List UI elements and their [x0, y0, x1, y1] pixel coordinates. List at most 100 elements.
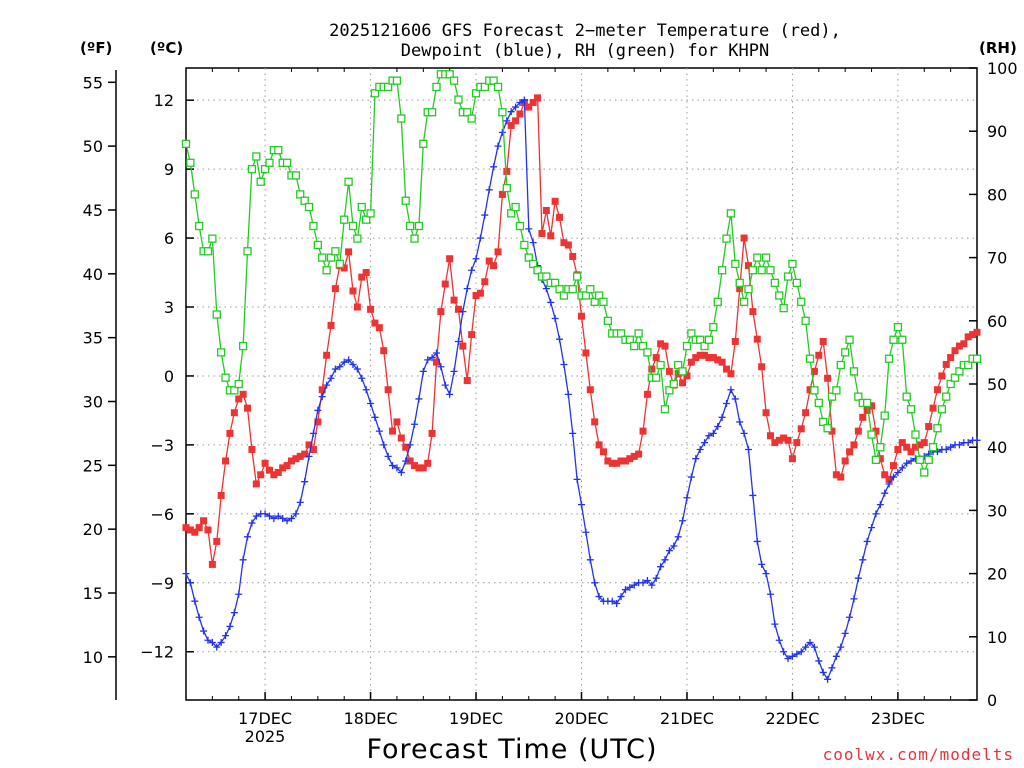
- data-point: [604, 457, 612, 465]
- data-point: [868, 524, 876, 532]
- data-point: [411, 420, 419, 428]
- data-point: [687, 329, 696, 338]
- data-point: [705, 432, 713, 440]
- data-point: [248, 519, 256, 527]
- data-point: [371, 319, 379, 327]
- data-point: [357, 202, 366, 212]
- data-point: [674, 533, 682, 541]
- data-point: [402, 457, 410, 465]
- data-point: [626, 583, 634, 591]
- data-point: [744, 262, 752, 270]
- data-point: [468, 331, 476, 339]
- data-point: [524, 253, 533, 262]
- data-point: [182, 570, 190, 578]
- x-tick-label: 19DEC: [449, 709, 503, 728]
- data-point: [235, 590, 243, 598]
- rh-tick-label: 70: [987, 249, 1007, 268]
- data-point: [494, 142, 502, 150]
- data-point: [586, 285, 595, 294]
- chart-title-line2: Dewpoint (blue), RH (green) for KHPN: [401, 41, 769, 61]
- data-point: [226, 622, 234, 630]
- data-point: [323, 381, 331, 389]
- data-point: [208, 560, 216, 568]
- data-point: [726, 209, 736, 218]
- data-point: [221, 373, 230, 382]
- data-point: [358, 273, 366, 281]
- data-point: [582, 528, 590, 536]
- data-point: [903, 443, 911, 451]
- data-point: [301, 478, 309, 486]
- data-point: [274, 146, 283, 155]
- data-point: [195, 524, 203, 532]
- data-point: [964, 360, 973, 370]
- data-point: [660, 405, 670, 414]
- data-point: [881, 489, 889, 497]
- data-point: [884, 354, 894, 363]
- data-point: [305, 452, 313, 460]
- data-point: [850, 595, 858, 603]
- data-point: [454, 337, 462, 345]
- data-point: [560, 239, 568, 247]
- data-point: [643, 576, 651, 584]
- data-point: [432, 349, 440, 357]
- data-point: [529, 239, 537, 247]
- data-point: [670, 542, 678, 550]
- year-label: 2025: [245, 727, 286, 746]
- data-point: [810, 367, 818, 375]
- data-point: [234, 379, 243, 389]
- series-relative-humidity: [181, 70, 982, 477]
- data-point: [182, 524, 190, 532]
- data-point: [538, 229, 546, 237]
- data-point: [928, 443, 938, 452]
- data-point: [195, 613, 203, 621]
- data-point: [749, 308, 757, 316]
- data-point: [555, 285, 564, 294]
- data-point: [709, 429, 717, 437]
- data-point: [481, 278, 489, 286]
- data-point: [898, 335, 907, 344]
- data-point: [762, 409, 770, 417]
- data-point: [819, 337, 827, 345]
- data-point: [766, 590, 774, 598]
- data-point: [894, 468, 902, 476]
- data-point: [551, 197, 559, 205]
- data-point: [692, 354, 700, 362]
- data-point: [419, 139, 428, 148]
- data-point: [946, 379, 955, 389]
- x-tick-label: 23DEC: [871, 709, 925, 728]
- data-point: [859, 556, 867, 564]
- data-point: [300, 196, 309, 205]
- data-point: [235, 395, 243, 403]
- data-point: [375, 324, 383, 332]
- data-point: [380, 347, 388, 355]
- data-point: [445, 70, 454, 79]
- data-point: [349, 360, 357, 368]
- data-point: [217, 348, 226, 357]
- data-point: [599, 297, 608, 306]
- data-point: [296, 190, 305, 199]
- data-point: [863, 537, 871, 545]
- data-point: [731, 395, 739, 403]
- data-point: [731, 337, 739, 345]
- data-point: [871, 455, 881, 464]
- data-point: [516, 98, 524, 106]
- data-point: [270, 471, 278, 479]
- data-point: [692, 455, 700, 463]
- data-point: [630, 581, 638, 589]
- data-point: [740, 429, 748, 437]
- data-point: [222, 457, 230, 465]
- data-point: [520, 240, 529, 250]
- data-point: [291, 171, 301, 180]
- data-point: [758, 560, 766, 568]
- data-point: [872, 510, 880, 518]
- data-point: [718, 413, 726, 421]
- data-point: [657, 340, 665, 348]
- rh-tick-label: 90: [987, 122, 1007, 141]
- data-point: [186, 579, 194, 587]
- data-point: [564, 241, 572, 249]
- data-point: [318, 393, 326, 401]
- data-point: [682, 341, 692, 351]
- data-point: [507, 121, 515, 129]
- data-point: [252, 512, 260, 520]
- data-point: [274, 512, 282, 520]
